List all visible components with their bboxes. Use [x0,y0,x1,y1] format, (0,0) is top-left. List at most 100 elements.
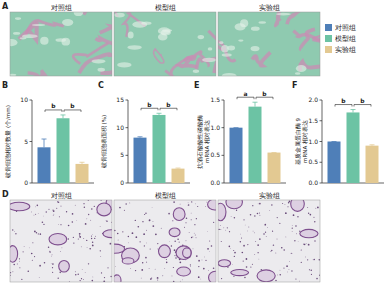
cell-dot [79,236,81,238]
axis-label: 破骨细胞表面积 (%) [101,115,107,169]
cell-dot [127,242,129,244]
significance-label: b [262,90,267,97]
significance-bracket [45,110,62,112]
y-tick [320,141,323,142]
cell-dot [313,217,314,218]
cell-dot [218,229,219,230]
cell-dot [94,235,96,237]
cell-dot [184,227,185,228]
cell-dot [110,276,111,277]
cell-dot [234,217,235,218]
cell-dot [51,254,53,256]
cell-dot [291,225,293,227]
cell-dot [316,278,318,280]
bar [230,128,243,183]
cell-dot [157,243,158,244]
osteoclast [291,200,305,211]
y-tick-label: 5 [120,151,124,158]
marrow-space [296,65,307,72]
cell-dot [273,244,274,245]
cell-dot [32,242,33,243]
cell-dot [46,211,47,212]
cell-dot [243,219,244,220]
cell-dot [272,231,273,232]
marrow-space [114,13,124,18]
cell-dot [23,246,25,248]
y-tick [320,100,323,101]
cell-dot [187,205,189,207]
cell-dot [265,232,266,233]
y-tick [320,120,323,121]
cell-dot [174,255,175,256]
cell-dot [285,212,287,214]
error-stem [44,139,45,147]
cell-dot [164,267,166,269]
cell-dot [285,236,287,238]
cell-dot [50,262,52,264]
cell-dot [243,260,244,261]
cell-dot [129,202,131,204]
cell-dot [254,215,255,216]
panel-letter: A [2,2,9,11]
cell-dot [179,203,181,205]
image-frame [10,12,112,76]
cell-dot [225,229,227,231]
trabecula [83,12,93,14]
cell-dot [200,278,202,280]
cell-dot [144,245,145,246]
cell-dot [232,264,234,266]
cell-dot [37,213,39,215]
cell-dot [91,280,93,282]
panel-letter: E [194,81,199,90]
legend-swatch [325,46,332,53]
cell-dot [104,277,105,278]
cell-dot [53,210,55,212]
cell-dot [177,238,179,240]
osteoclast [177,267,191,276]
panel-letter: B [2,81,8,90]
cell-dot [23,251,24,252]
cell-dot [308,244,310,246]
cell-dot [35,214,36,215]
cell-dot [246,266,248,268]
cell-dot [83,203,84,204]
error-cap [157,113,162,114]
marrow-space [32,24,45,26]
cell-dot [13,264,15,266]
cell-dot [297,216,298,217]
cell-dot [124,210,125,211]
micrograph [218,12,320,76]
cell-dot [244,224,246,226]
cell-dot [283,268,284,269]
y-tick-label: 2.0 [308,96,318,103]
cell-dot [72,221,74,223]
marrow-space [222,53,232,56]
cell-dot [271,204,272,205]
cell-dot [288,268,290,270]
cell-dot [250,214,252,216]
y-tick-label: 1.5 [308,117,318,124]
cell-dot [142,262,143,263]
cell-dot [179,261,181,263]
bar [347,112,360,183]
panel-letter: F [292,81,297,90]
error-cap [351,109,356,110]
cell-dot [196,218,197,219]
cell-dot [314,221,315,222]
cell-dot [275,280,276,281]
marrow-space [141,22,151,25]
cell-dot [150,278,152,280]
cell-dot [246,259,247,260]
cell-dot [296,233,298,235]
cell-dot [244,277,245,278]
error-cap [234,127,239,128]
image-frame [10,200,112,282]
y-tick [126,155,129,156]
cell-dot [188,204,190,206]
osteoclast [169,228,180,237]
cell-dot [257,213,258,214]
cell-dot [299,280,301,282]
cell-dot [58,201,59,202]
cell-dot [171,275,173,277]
cell-dot [291,253,292,254]
